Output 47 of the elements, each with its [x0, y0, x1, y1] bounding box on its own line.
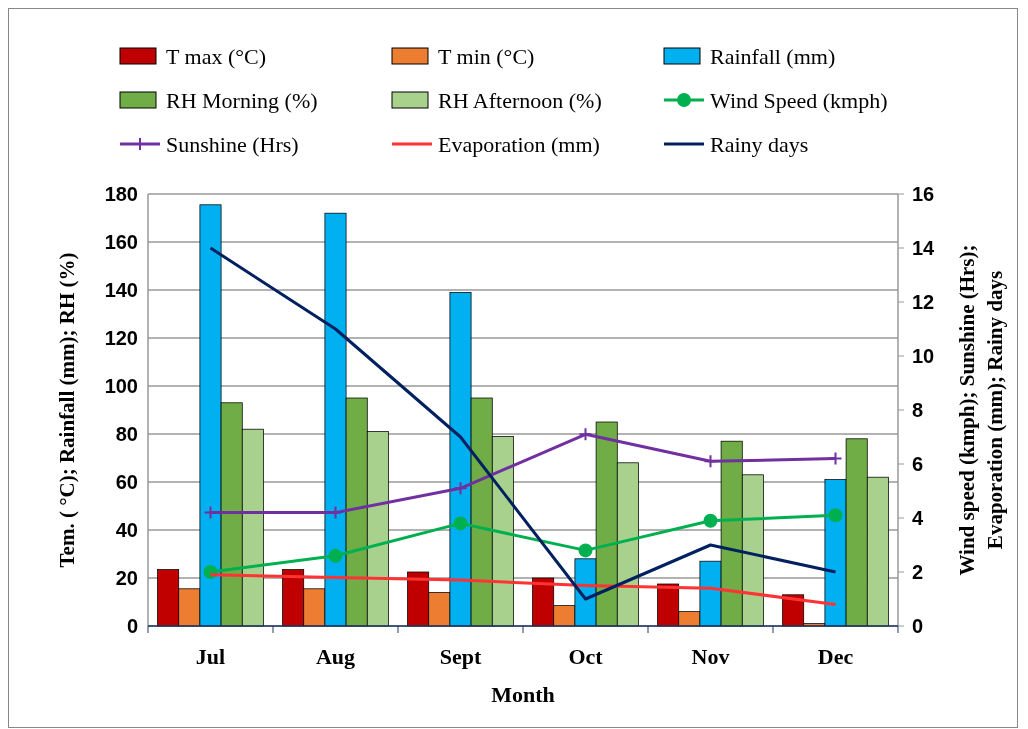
x-tick-label: Dec	[817, 644, 854, 669]
y2-tick-label: 4	[912, 507, 924, 529]
y-tick-label: 180	[104, 183, 138, 205]
y2-tick-label: 2	[912, 561, 924, 583]
y-tick-label: 140	[104, 279, 138, 301]
y-tick-label: 160	[104, 231, 138, 253]
x-tick-label: Sept	[439, 644, 482, 669]
x-tick-label: Oct	[568, 644, 604, 669]
point	[328, 548, 343, 563]
point	[453, 516, 468, 531]
point	[578, 543, 593, 558]
y2-tick-label: 0	[912, 615, 924, 637]
y2-axis-title: Wind speed (kmph); Sunshine (Hrs); Evaporation (mm); Rainy days	[955, 244, 1007, 576]
y2-tick-label: 10	[912, 345, 935, 367]
x-tick-label: Aug	[315, 644, 356, 669]
y-tick-label: 60	[115, 471, 138, 493]
point	[828, 508, 843, 523]
point	[578, 427, 593, 442]
y-tick-label: 20	[115, 567, 138, 589]
legend-label: T max (°C)	[166, 44, 267, 69]
point	[453, 481, 468, 496]
y2-tick-label: 8	[912, 399, 924, 421]
y-tick-label: 0	[126, 615, 138, 637]
point	[828, 451, 843, 466]
y2-tick-label: 12	[912, 291, 935, 313]
y2-tick-label: 14	[912, 237, 936, 259]
legend-label: T min (°C)	[438, 44, 535, 69]
y-tick-label: 100	[104, 375, 138, 397]
legend-label: Sunshine (Hrs)	[166, 132, 299, 157]
x-tick-label: Jul	[195, 644, 226, 669]
legend-label: RH Afternoon (%)	[438, 88, 602, 113]
legend-label: Wind Speed (kmph)	[710, 88, 888, 113]
legend-label: RH Morning (%)	[166, 88, 318, 113]
legend-label: Rainfall (mm)	[710, 44, 836, 69]
x-axis-title: Month	[491, 682, 555, 707]
legend-label: Rainy days	[710, 132, 809, 157]
y-tick-label: 80	[115, 423, 138, 445]
point	[703, 513, 718, 528]
y-axis-title: Tem. ( °C); Rainfall (mm); RH (%)	[55, 252, 79, 568]
point	[703, 454, 718, 469]
line-series	[209, 246, 837, 601]
legend-label: Evaporation (mm)	[438, 132, 600, 157]
y2-tick-label: 16	[912, 183, 935, 205]
y-tick-label: 40	[115, 519, 138, 541]
y-tick-label: 120	[104, 327, 138, 349]
x-tick-label: Nov	[691, 644, 730, 669]
y2-tick-label: 6	[912, 453, 924, 475]
